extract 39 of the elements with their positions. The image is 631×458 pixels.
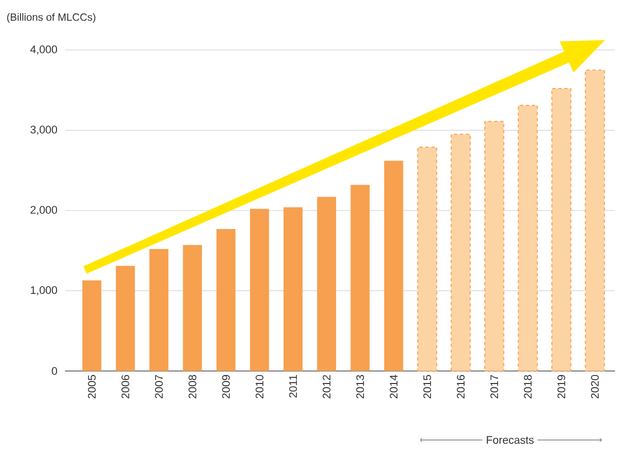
x-tick-label: 2011 xyxy=(289,375,297,398)
x-tick-label: 2008 xyxy=(188,375,196,398)
x-tick-label: 2019 xyxy=(557,375,566,398)
bar xyxy=(250,208,270,371)
y-tick-label: 3,000 xyxy=(30,126,58,135)
bar xyxy=(116,266,135,371)
x-tick-label: 2013 xyxy=(356,375,364,398)
bar xyxy=(216,228,236,371)
x-tick-label: 2020 xyxy=(591,374,599,398)
y-axis-title: (Billions of MLCCs) xyxy=(7,13,96,23)
x-tick-label: 2014 xyxy=(390,374,398,398)
y-tick-label: 1,000 xyxy=(30,286,58,296)
x-tick-label: 2010 xyxy=(256,374,264,398)
y-tick-label: 2,000 xyxy=(30,206,58,216)
x-tick-label: 2005 xyxy=(88,374,96,398)
x-tick-label: 2007 xyxy=(155,375,163,398)
bar xyxy=(384,160,404,371)
x-tick-label: 2015 xyxy=(423,374,432,398)
bar xyxy=(450,134,471,372)
bar xyxy=(518,104,538,372)
x-tick-label: 2017 xyxy=(490,375,498,398)
bar xyxy=(484,120,504,372)
bar xyxy=(182,245,202,371)
x-tick-label: 2018 xyxy=(524,375,532,398)
text: Forecasts xyxy=(486,436,534,444)
y-tick-label: 0 xyxy=(52,367,58,375)
y-tick-label: 4,000 xyxy=(30,45,58,55)
bar xyxy=(584,70,605,372)
bar xyxy=(551,88,572,372)
bar xyxy=(317,196,336,371)
bar xyxy=(82,280,102,371)
x-tick-label: 2012 xyxy=(322,375,330,398)
x-tick-label: 2006 xyxy=(122,375,130,398)
bar xyxy=(284,207,303,371)
x-tick-label: 2016 xyxy=(456,375,465,398)
bar xyxy=(149,249,168,371)
bar xyxy=(350,184,370,371)
bar xyxy=(417,146,438,372)
x-tick-label: 2009 xyxy=(222,375,230,398)
